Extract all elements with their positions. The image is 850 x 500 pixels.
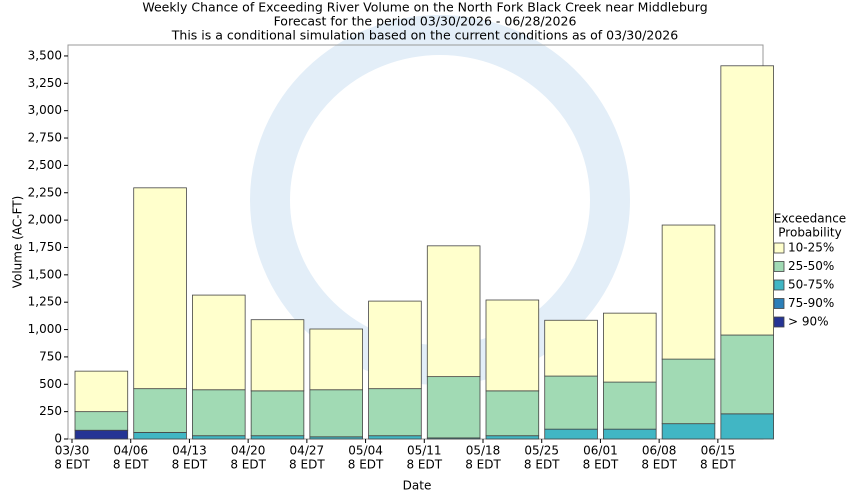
x-axis-label: Date xyxy=(403,479,432,493)
x-tick-label: 06/15 xyxy=(701,444,736,458)
bar-segment xyxy=(74,429,129,440)
x-tick-label: 8 EDT xyxy=(348,458,384,472)
x-tick-label: 8 EDT xyxy=(700,458,736,472)
x-tick-label: 8 EDT xyxy=(54,458,90,472)
x-tick-label: 05/11 xyxy=(407,444,442,458)
legend-label: 75-90% xyxy=(788,296,834,310)
y-tick-label: 3,000 xyxy=(28,103,62,117)
x-tick-label: 8 EDT xyxy=(289,458,325,472)
legend-label: 10-25% xyxy=(788,241,834,255)
x-tick-label: 04/13 xyxy=(172,444,207,458)
legend-swatch xyxy=(773,298,785,309)
chart-subtitle: This is a conditional simulation based o… xyxy=(171,28,678,43)
y-tick-label: 0 xyxy=(54,432,62,446)
x-tick-label: 8 EDT xyxy=(641,458,677,472)
bar-segment xyxy=(368,300,422,390)
legend-title: Exceedance xyxy=(774,212,846,226)
y-axis-label: Volume (AC-FT) xyxy=(11,196,25,289)
bar-segment xyxy=(250,390,305,437)
bar-segment xyxy=(250,319,305,392)
x-tick-label: 03/30 xyxy=(55,444,90,458)
bar-segment xyxy=(192,435,246,440)
x-tick-label: 05/04 xyxy=(348,444,383,458)
bar-segment xyxy=(74,370,129,413)
bar-segment xyxy=(485,390,540,437)
bar-segment xyxy=(603,381,657,430)
y-tick-label: 750 xyxy=(39,349,62,363)
bar-segment xyxy=(485,299,540,392)
bar-segment xyxy=(661,423,716,440)
chart-title: Weekly Chance of Exceeding River Volume … xyxy=(142,0,707,15)
bar-segment xyxy=(192,389,246,437)
bar-segment xyxy=(74,411,129,431)
y-tick-label: 500 xyxy=(39,377,62,391)
y-tick-label: 3,250 xyxy=(28,76,62,90)
bar-segment xyxy=(485,435,540,440)
legend-swatch xyxy=(773,242,785,254)
bar-segment xyxy=(603,312,657,383)
y-tick-label: 1,250 xyxy=(28,295,62,309)
bar-segment xyxy=(426,245,481,378)
y-tick-label: 3,500 xyxy=(28,48,62,62)
bar-segment xyxy=(544,375,598,430)
x-tick-label: 8 EDT xyxy=(524,458,560,472)
x-tick-label: 06/08 xyxy=(642,444,677,458)
legend-swatch xyxy=(773,261,785,272)
x-tick-label: 8 EDT xyxy=(230,458,266,472)
legend-swatch xyxy=(773,279,785,291)
x-tick-label: 8 EDT xyxy=(583,458,619,472)
legend-label: 50-75% xyxy=(788,278,834,292)
x-tick-label: 8 EDT xyxy=(406,458,442,472)
bar-segment xyxy=(426,376,481,439)
x-tick-label: 8 EDT xyxy=(465,458,501,472)
legend-label: > 90% xyxy=(788,315,829,329)
bar-segment xyxy=(603,428,657,440)
bar-segment xyxy=(720,334,774,415)
y-tick-label: 1,500 xyxy=(28,267,62,281)
legend-title: Probability xyxy=(778,226,841,240)
y-tick-label: 1,750 xyxy=(28,240,62,254)
bar-segment xyxy=(192,294,246,391)
x-tick-label: 04/06 xyxy=(113,444,148,458)
bar-segment xyxy=(133,388,187,433)
x-tick-label: 06/01 xyxy=(583,444,618,458)
legend-swatch xyxy=(773,316,785,328)
y-tick-label: 2,250 xyxy=(28,185,62,199)
x-tick-label: 04/27 xyxy=(290,444,325,458)
bar-segment xyxy=(720,413,774,440)
bar-segment xyxy=(661,224,716,360)
bar-segment xyxy=(661,358,716,425)
bar-segment xyxy=(368,388,422,437)
bar-segment xyxy=(368,435,422,440)
x-tick-label: 04/20 xyxy=(231,444,266,458)
y-tick-label: 2,750 xyxy=(28,131,62,145)
chart-subtitle: Forecast for the period 03/30/2026 - 06/… xyxy=(274,14,577,29)
bar-segment xyxy=(309,328,363,391)
bar-segment xyxy=(133,432,187,440)
x-tick-label: 05/25 xyxy=(524,444,559,458)
y-tick-label: 2,000 xyxy=(28,213,62,227)
legend-label: 25-50% xyxy=(788,259,834,273)
y-tick-label: 2,500 xyxy=(28,158,62,172)
x-tick-label: 8 EDT xyxy=(172,458,208,472)
bar-segment xyxy=(309,389,363,438)
bar-segment xyxy=(133,187,187,390)
x-tick-label: 8 EDT xyxy=(113,458,149,472)
y-tick-label: 250 xyxy=(39,404,62,418)
bar-segment xyxy=(250,435,305,440)
bar-segment xyxy=(720,65,774,336)
y-tick-label: 1,000 xyxy=(28,322,62,336)
bar-segment xyxy=(544,319,598,377)
x-tick-label: 05/18 xyxy=(466,444,501,458)
bar-segment xyxy=(544,428,598,440)
